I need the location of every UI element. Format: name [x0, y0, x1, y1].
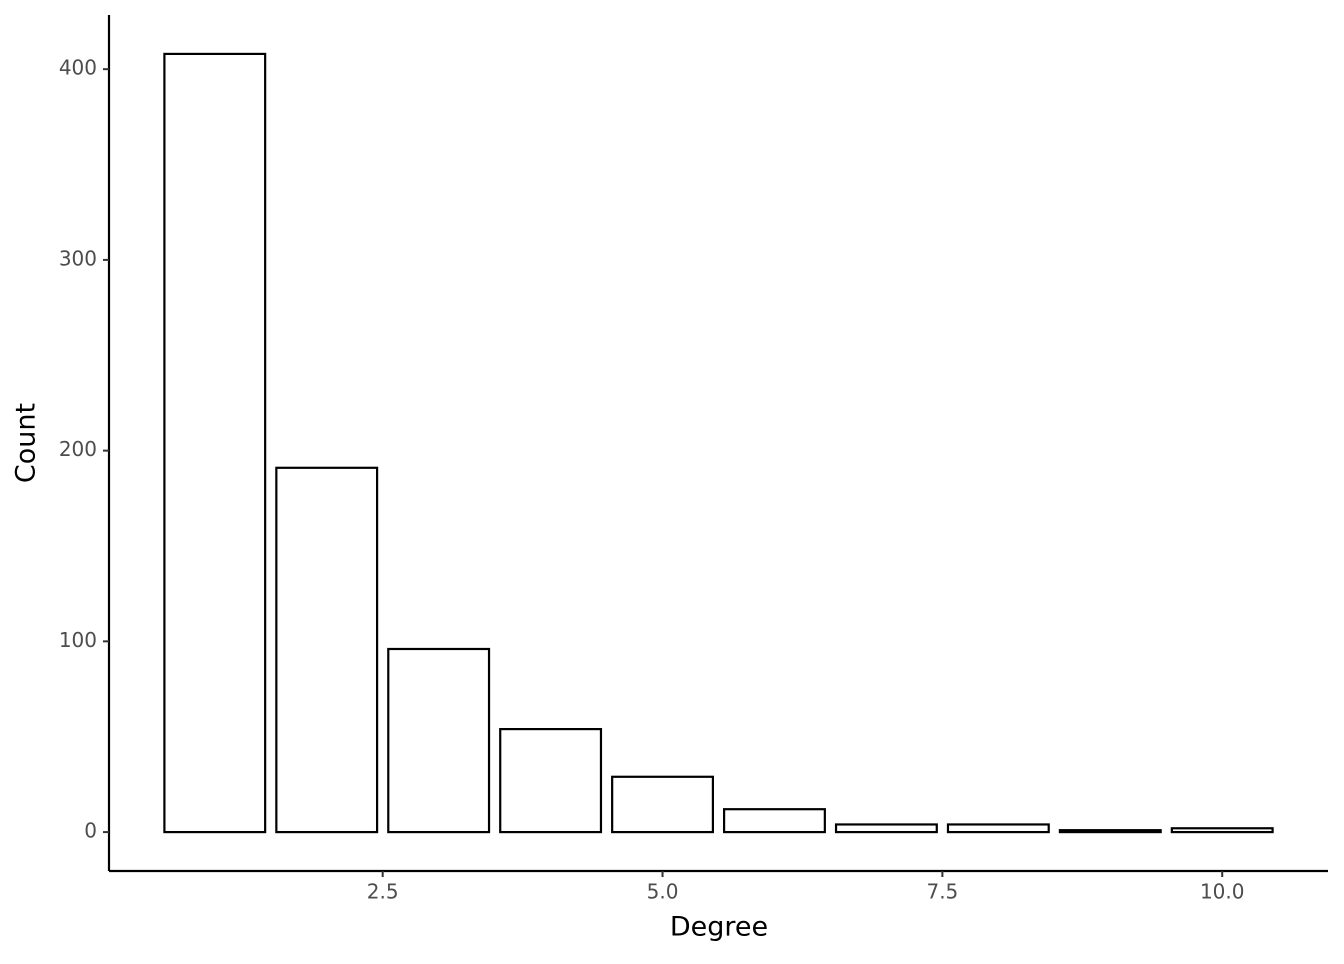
x-tick-label: 5.0: [647, 880, 679, 904]
bar: [275, 466, 379, 834]
y-tick-label: 100: [59, 628, 97, 652]
bar: [1058, 829, 1162, 834]
y-tick-label: 400: [59, 56, 97, 80]
bar: [387, 647, 491, 834]
x-tick-label: 2.5: [367, 880, 399, 904]
bar: [946, 823, 1050, 834]
bar: [499, 727, 603, 834]
y-axis-title: Count: [11, 403, 42, 483]
bar: [834, 823, 938, 834]
bar: [1170, 827, 1274, 834]
y-tick-label: 300: [59, 246, 97, 270]
bar: [722, 808, 826, 834]
bar: [163, 52, 267, 834]
y-tick-label: 200: [59, 437, 97, 461]
bar: [611, 775, 715, 834]
y-tick-label: 0: [84, 819, 97, 843]
x-axis-title: Degree: [670, 912, 768, 943]
x-tick-label: 7.5: [926, 880, 958, 904]
x-tick-label: 10.0: [1200, 880, 1245, 904]
